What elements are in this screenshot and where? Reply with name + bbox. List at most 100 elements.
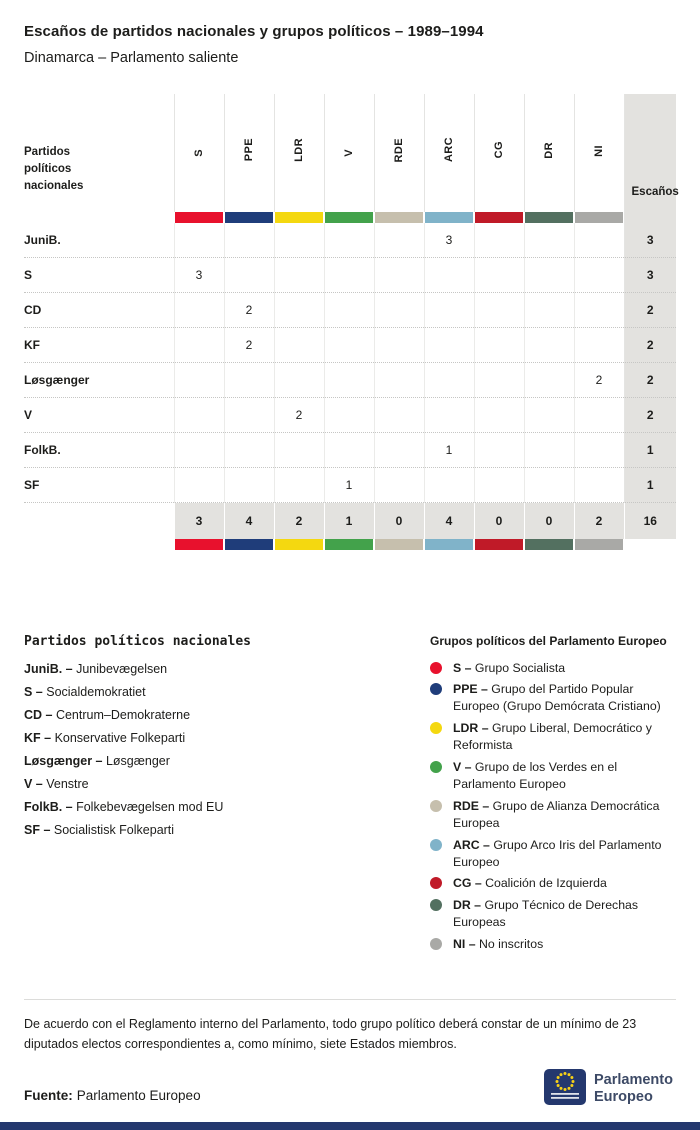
- table-head: Partidos políticos nacionales S PPE LDR V RD…: [24, 93, 679, 223]
- seat-cell: [373, 222, 424, 258]
- seat-cell: [423, 327, 474, 363]
- legend-name: Grupo Liberal, Democrático y Reformista: [453, 720, 652, 753]
- divider: [24, 999, 676, 1001]
- group-col-label: NI: [593, 144, 605, 157]
- seat-cell: [273, 467, 324, 503]
- group-col-header-ldr: LDR: [273, 93, 324, 212]
- table-row: KF 2 2: [24, 327, 676, 363]
- table-row: CD 2 2: [24, 292, 676, 328]
- legend-name: Socialistisk Folkeparti: [50, 822, 175, 837]
- legend-text: DR – Grupo Técnico de Derechas Europeas: [453, 897, 676, 932]
- national-parties-legend-items: JuniB. – Junibevægelsen S – Socialdemokra…: [24, 662, 430, 838]
- legend-color-dot: [430, 937, 442, 950]
- legend-abbr: Løsgænger –: [24, 753, 103, 768]
- legend-name: Venstre: [42, 776, 89, 791]
- seat-cell: 1: [323, 467, 374, 503]
- seat-cell: [173, 292, 224, 328]
- seat-cell: [573, 432, 624, 468]
- star-ring: [555, 1072, 575, 1092]
- group-color-bar-dr: [524, 211, 574, 223]
- political-groups-legend-items: S – Grupo Socialista PPE – Grupo del Part…: [430, 660, 676, 954]
- party-name: SF: [24, 467, 174, 503]
- group-col-label: RDE: [393, 137, 405, 163]
- group-col-header-s: S: [173, 93, 224, 212]
- legend-name: Grupo de los Verdes en el Parlamento Eur…: [453, 759, 618, 792]
- legend-item: LDR – Grupo Liberal, Democrático y Refor…: [430, 720, 676, 755]
- group-color-bar-cg: [474, 211, 524, 223]
- seat-cell: [273, 292, 324, 328]
- legends-section: Partidos políticos nacionales JuniB. – J…: [24, 634, 676, 954]
- table-row: FolkB. 1 1: [24, 432, 676, 468]
- group-total-cell-ppe: 4: [223, 502, 274, 539]
- group-col-header-ppe: PPE: [223, 93, 274, 212]
- legend-text: V – Grupo de los Verdes en el Parlamento…: [453, 759, 676, 794]
- seat-cell: [323, 327, 374, 363]
- seat-cell: 2: [223, 292, 274, 328]
- group-color-bar-arc: [424, 211, 474, 223]
- legend-abbr: FolkB. –: [24, 799, 73, 814]
- seat-cell: [323, 292, 374, 328]
- header-color-bar-row: [24, 211, 676, 223]
- seat-cell: [523, 327, 574, 363]
- seat-cell: [273, 432, 324, 468]
- group-total-cell-ni: 2: [573, 502, 624, 539]
- legend-text: S – Grupo Socialista: [453, 660, 565, 677]
- table-row: SF 1 1: [24, 467, 676, 503]
- european-parliament-logo: Parlamento Europeo: [544, 1068, 676, 1111]
- group-total-cell-rde: 0: [373, 502, 424, 539]
- seat-cell: [373, 362, 424, 398]
- seat-cell: [423, 467, 474, 503]
- group-color-bar-bottom-ppe: [224, 538, 274, 550]
- seat-cell: [423, 257, 474, 293]
- seat-cell: [573, 292, 624, 328]
- seat-cell: [373, 327, 424, 363]
- legend-abbr: KF –: [24, 730, 52, 745]
- seat-cell: [273, 362, 324, 398]
- group-color-bar-bottom-ldr: [274, 538, 324, 550]
- table-header-row: Partidos políticos nacionales S PPE LDR V RD…: [24, 93, 679, 223]
- seat-cell: 2: [573, 362, 624, 398]
- seat-cell: [323, 222, 374, 258]
- party-col-header: Partidos políticos nacionales: [24, 94, 174, 212]
- group-col-header-dr: DR: [523, 93, 574, 212]
- color-bar: [375, 211, 423, 223]
- legend-text: RDE – Grupo de Alianza Democrática Europ…: [453, 798, 676, 833]
- footer-color-bar-row: [24, 538, 676, 550]
- color-bar: [575, 211, 623, 223]
- legend-abbr: S –: [453, 660, 472, 675]
- legend-name: Konservative Folkeparti: [51, 730, 186, 745]
- seat-cell: [173, 222, 224, 258]
- legend-item: V – Venstre: [24, 777, 430, 792]
- seat-cell: [473, 397, 524, 433]
- ep-logo-text-line1: Parlamento: [594, 1072, 673, 1088]
- spacer-cell: [24, 539, 174, 550]
- color-bar: [475, 538, 523, 550]
- legend-abbr: ARC –: [453, 837, 490, 852]
- group-color-bar-bottom-s: [174, 538, 224, 550]
- color-bar: [425, 211, 473, 223]
- legend-item: KF – Konservative Folkeparti: [24, 731, 430, 746]
- row-total-cell: 3: [623, 257, 676, 293]
- group-color-bar-bottom-dr: [524, 538, 574, 550]
- seat-cell: [573, 222, 624, 258]
- group-total-cell-cg: 0: [473, 502, 524, 539]
- seat-cell: [423, 362, 474, 398]
- legend-name: Folkebevægelsen mod EU: [72, 799, 224, 814]
- party-name: FolkB.: [24, 432, 174, 468]
- legend-name: Centrum–Demokraterne: [52, 707, 191, 722]
- color-bar: [375, 538, 423, 550]
- seat-cell: [323, 362, 374, 398]
- party-name: V: [24, 397, 174, 433]
- color-bar: [175, 538, 223, 550]
- seat-cell: [173, 327, 224, 363]
- seat-cell: [423, 397, 474, 433]
- group-total-cell-v: 1: [323, 502, 374, 539]
- table-row: V 2 2: [24, 397, 676, 433]
- seats-table: Partidos políticos nacionales S PPE LDR V RD…: [24, 93, 679, 550]
- group-col-header-rde: RDE: [373, 93, 424, 212]
- group-total-cell-arc: 4: [423, 502, 474, 539]
- group-color-bar-bottom-ni: [574, 538, 624, 550]
- group-color-bar-bottom-v: [324, 538, 374, 550]
- legend-item: ARC – Grupo Arco Iris del Parlamento Eur…: [430, 837, 676, 872]
- color-bar: [275, 538, 323, 550]
